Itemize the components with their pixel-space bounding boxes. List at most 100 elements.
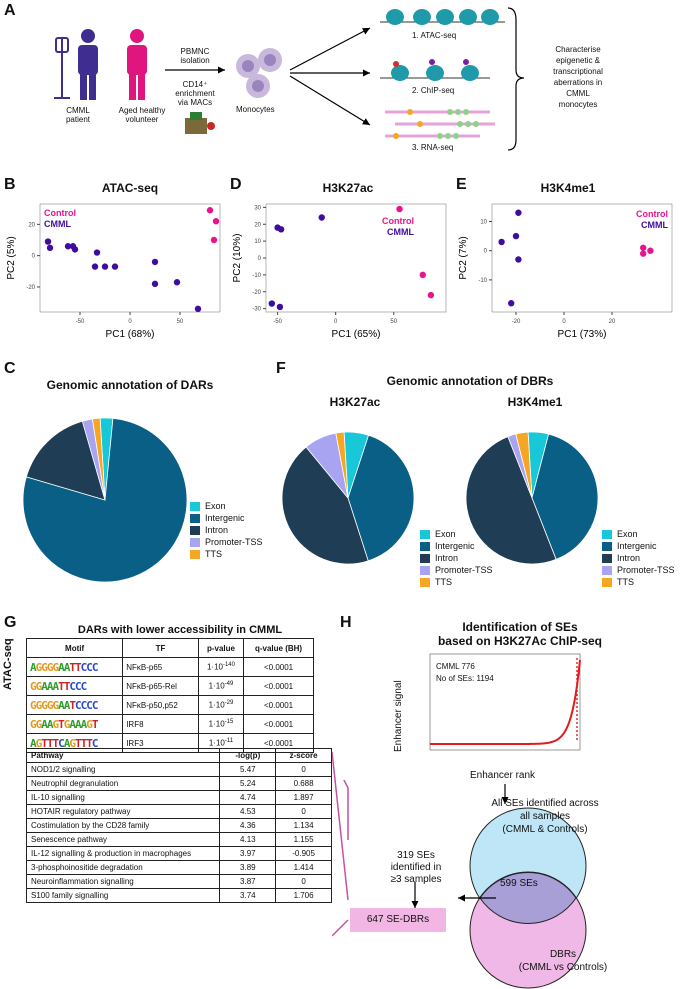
- legend-label: TTS: [435, 577, 452, 587]
- macs-kit-icon: [185, 112, 215, 134]
- cmml-point: [151, 280, 159, 288]
- panel-label-e: E: [456, 176, 467, 193]
- cmml-point: [71, 246, 79, 253]
- motif-pvalue: 1·10-29: [197, 695, 245, 715]
- motif-row: GGGGGAATCCCC NFκB-p50,p52 1·10-29 <0.0001: [25, 695, 314, 715]
- pathway-row: 3-phosphoinositide degradation 3.89 1.414: [25, 860, 332, 875]
- cmml-point: [268, 300, 276, 307]
- legend-swatch: [190, 525, 200, 535]
- cmml-point: [515, 256, 522, 263]
- cmml-point: [93, 249, 101, 256]
- legend-swatch: [190, 501, 200, 511]
- volunteer-icon: [127, 29, 147, 100]
- legend-swatch: [602, 529, 612, 539]
- identified-ses: 319 SEs identified in ≥3 samples: [390, 850, 442, 885]
- pathway-row: NOD1/2 signalling 5.47 0: [25, 762, 332, 777]
- plot-frame: [265, 203, 447, 313]
- pathway-row: Senescence pathway 4.13 1.155: [25, 832, 332, 847]
- legend-swatch: [420, 565, 430, 575]
- cmml-point: [318, 214, 325, 221]
- cmml-point: [111, 263, 119, 270]
- motif-qvalue: <0.0001: [243, 676, 314, 696]
- control-point: [419, 271, 426, 279]
- pathway-header: -log(p): [219, 748, 277, 763]
- legend-item: Intergenic: [190, 512, 263, 524]
- x-tick-label: -50: [76, 319, 85, 325]
- legend-label: Intron: [435, 553, 459, 563]
- connector-bracket: [332, 751, 349, 937]
- venn-overlap: 599 SEs: [500, 878, 538, 889]
- motif-header: TF: [122, 638, 199, 658]
- y-tick-label: 0: [258, 256, 262, 262]
- panel-e-title: H3K4me1: [540, 181, 596, 195]
- legend-swatch: [602, 577, 612, 587]
- x-tick-label: 0: [562, 319, 566, 325]
- pathway-name: HOTAIR regulatory pathway: [25, 804, 221, 819]
- legend-swatch: [602, 565, 612, 575]
- x-tick-label: 0: [334, 319, 338, 325]
- pathway-zscore: 0: [275, 874, 332, 889]
- pathway-logp: 4.74: [219, 790, 277, 805]
- legend-control: Control: [44, 208, 76, 218]
- pathway-name: 3-phosphoinositide degradation: [25, 860, 221, 875]
- pathway-row: Neuroinflammation signalling 3.87 0: [25, 874, 332, 889]
- pie-slice-tts: [335, 431, 349, 499]
- x-tick-label: 50: [390, 319, 397, 325]
- x-tick-label: 50: [177, 319, 184, 325]
- motif-logo: GGGGGAATCCCC: [25, 695, 124, 715]
- atac-nucleosomes: [380, 9, 505, 25]
- pie-slice-intron: [281, 446, 369, 565]
- pathway-name: Neutrophil degranulation: [25, 776, 221, 791]
- pathway-logp: 4.36: [219, 818, 277, 833]
- cmml-point: [46, 244, 54, 252]
- legend-control: Control: [382, 216, 414, 226]
- enhancer-rank-plot: [429, 653, 581, 751]
- cmml-point: [276, 303, 284, 311]
- pie-dbrs-h3k27ac: [281, 431, 415, 565]
- goal-text: Characterise epigenetic & transcriptiona…: [553, 45, 603, 109]
- control-point: [640, 250, 647, 257]
- x-tick-label: 20: [609, 319, 616, 325]
- y-tick-label: 10: [480, 220, 487, 226]
- y-axis-label: PC2 (10%): [232, 234, 243, 283]
- motif-row: GGAAATTCCC NFκB-p65-Rel 1·10-49 <0.0001: [25, 676, 314, 696]
- cmml-point: [101, 263, 109, 270]
- legend-swatch: [420, 541, 430, 551]
- pathway-zscore: 0: [275, 804, 332, 819]
- pathway-zscore: -0.905: [275, 846, 332, 861]
- pathway-row: HOTAIR regulatory pathway 4.53 0: [25, 804, 332, 819]
- cmml-point: [151, 258, 159, 266]
- pathway-zscore: 1.897: [275, 790, 332, 805]
- control-point: [212, 218, 220, 225]
- curve-frame: [429, 653, 581, 751]
- control-point: [210, 236, 218, 244]
- cmml-point: [64, 243, 72, 250]
- legend-label: Exon: [617, 529, 638, 539]
- motif-pvalue: 1·10-15: [197, 714, 245, 734]
- motif-qvalue: <0.0001: [243, 657, 314, 677]
- legend-item: Intergenic: [602, 540, 675, 552]
- pathway-logp: 5.47: [219, 762, 277, 777]
- panel-label-b: B: [4, 176, 16, 193]
- control-point: [396, 205, 403, 213]
- panel-h-title: Identification of SEs based on H3K27Ac C…: [437, 620, 603, 648]
- pathway-name: NOD1/2 signalling: [25, 762, 221, 777]
- y-tick-label: 30: [254, 205, 261, 211]
- pathway-name: S100 family signalling: [25, 888, 221, 903]
- pathway-table: Pathway -log(p) z-score NOD1/2 signalling 5…: [25, 748, 332, 903]
- cmml-point: [498, 238, 505, 246]
- pathway-logp: 4.53: [219, 804, 277, 819]
- legend-item: TTS: [420, 576, 493, 588]
- motif-qvalue: <0.0001: [243, 695, 314, 715]
- legend-label: Promoter-TSS: [205, 537, 263, 547]
- control-point: [427, 291, 435, 299]
- legend-label: Exon: [205, 501, 226, 511]
- pathway-name: Costimulation by the CD28 family: [25, 818, 221, 833]
- pathway-name: IL-12 signalling & production in macroph…: [25, 846, 221, 861]
- motif-header: q-value (BH): [243, 638, 314, 658]
- pathway-row: Costimulation by the CD28 family 4.36 1.13…: [25, 818, 332, 833]
- motif-row: GGAAGTGAAAGT IRF8 1·10-15 <0.0001: [25, 714, 314, 734]
- panel-g-title: DARs with lower accessibility in CMML: [77, 624, 283, 636]
- pie-dbrs-h3k4me1: [465, 431, 599, 565]
